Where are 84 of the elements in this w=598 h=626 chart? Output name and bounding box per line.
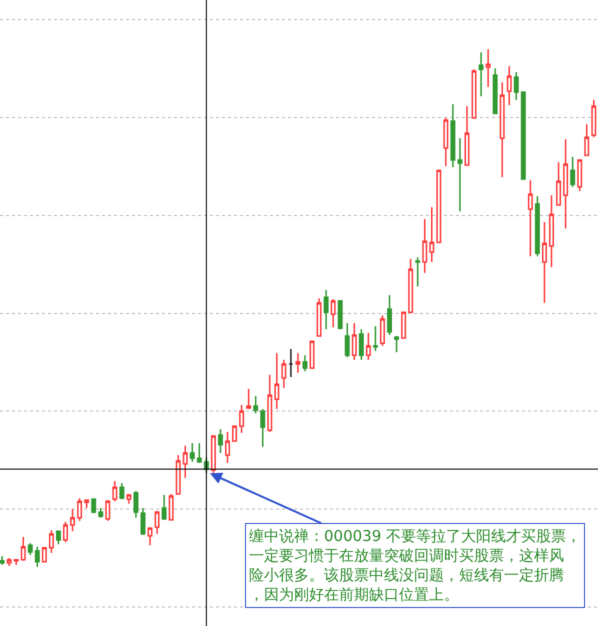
candlestick [492,68,498,114]
candlestick [154,510,160,535]
candlestick [20,536,26,562]
candlestick [577,159,582,192]
candlestick [98,507,104,519]
candlestick [549,194,554,268]
candlestick [534,195,540,258]
candlestick [366,332,371,361]
candlestick [408,258,414,313]
candlestick [253,395,258,414]
candlestick [0,555,5,566]
candlestick [372,325,378,352]
candlestick [77,497,82,522]
candlestick [70,508,76,532]
candlestick [260,408,266,448]
candlestick [500,82,505,178]
candlestick [358,328,364,361]
candlestick [486,48,491,88]
candlestick [450,103,456,168]
candlestick [133,490,138,519]
candlestick [274,352,280,410]
candlestick [34,546,40,568]
candlestick [310,340,315,369]
candlestick [520,91,526,180]
candlestick [148,527,152,546]
candlestick [140,507,146,536]
candlestick [506,66,512,106]
candlestick [210,435,216,474]
candlestick [352,322,357,361]
candlestick [246,388,252,410]
candlestick [196,442,202,464]
candlestick [176,454,181,495]
candlestick [436,170,442,244]
candlestick [344,322,350,358]
annotation: 缠中说禅：000039 不要等拉了大阳线才买股票，一定要习惯于在放量突破回调时买股票，这样风险小很多。该股票中线没问题，短线有一定折腾，因为刚好在前期缺口位置上。 [249,527,582,604]
candlestick [239,404,244,434]
candlestick [112,480,118,502]
candlestick [472,68,477,119]
candlestick [63,521,68,543]
candlestick [457,138,462,212]
candlestick [570,156,576,188]
candlestick [542,221,547,304]
candlestick [126,493,132,505]
candlestick [429,206,434,263]
candlestick [218,428,223,454]
candlestick [105,499,110,522]
candlestick [232,425,238,442]
candlestick [415,256,420,288]
candlestick [514,71,519,101]
candlestick [91,498,96,514]
candlestick [56,530,61,545]
candlestick [14,558,19,566]
candlestick [528,179,533,258]
candlestick [28,542,33,556]
candlestick [48,529,54,554]
candlestick [42,547,47,563]
candlestick [563,138,568,230]
candlestick [401,311,406,339]
candlestick [478,52,484,98]
candlestick [190,442,195,463]
candlestick [338,300,343,330]
candlestick [443,117,448,167]
candlestick [182,445,188,479]
candlestick [281,359,286,389]
candlestick [330,298,336,328]
candlestick [302,354,308,372]
candlestick [584,124,590,156]
candlestick [422,218,428,274]
candlestick [6,557,12,567]
candlestick [168,493,174,521]
candlestick [288,348,294,378]
candlestick [295,352,300,374]
candlestick [387,294,392,336]
candlestick [119,482,124,500]
candlestick [556,161,562,206]
candlestick [380,314,385,347]
candlestick [324,289,329,330]
candlestick [84,499,90,509]
candlestick [394,335,400,353]
candlestick [316,297,322,337]
candlestick [225,431,230,464]
candlestick [162,494,167,521]
candlestick [267,374,272,433]
candlestick [464,105,470,166]
